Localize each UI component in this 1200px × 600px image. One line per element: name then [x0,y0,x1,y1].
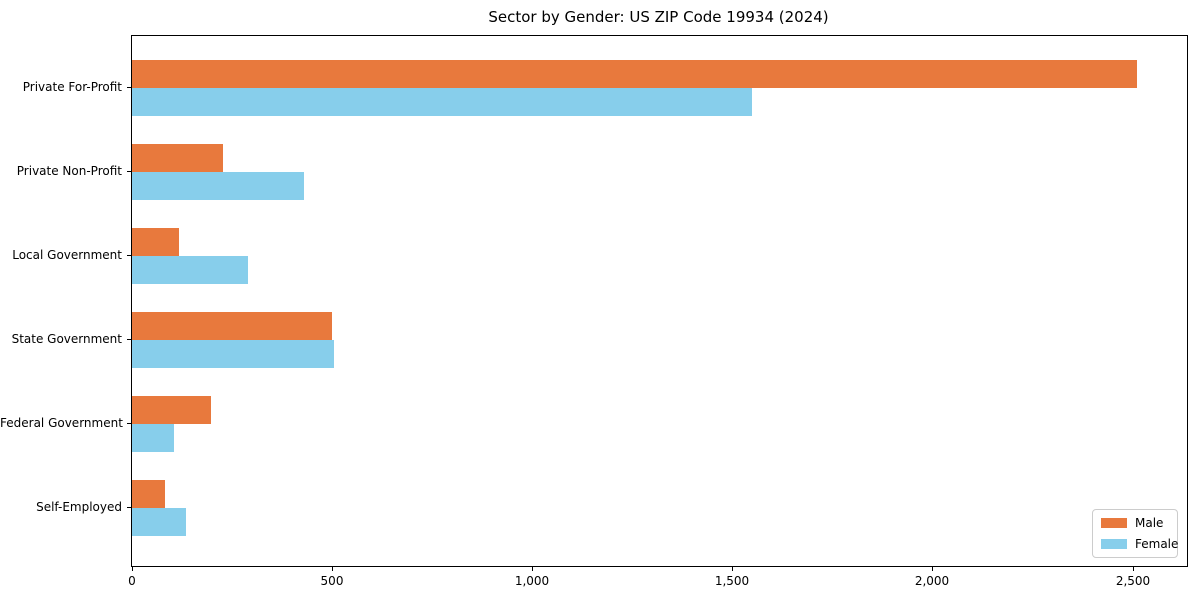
ytick-label-private-for-profit: Private For-Profit [22,80,122,94]
bar-female-self-employed [132,508,186,536]
xtick-mark [932,567,933,571]
xtick-mark [332,567,333,571]
bar-male-federal-government [132,396,211,424]
xtick-label-2500: 2,500 [1115,574,1151,588]
ytick-label-private-non-profit: Private Non-Profit [16,164,122,178]
legend-label-female: Female [1135,537,1179,551]
bar-female-private-for-profit [132,88,752,116]
xtick-label-500: 500 [320,574,344,588]
bar-male-private-for-profit [132,60,1137,88]
xtick-mark [1133,567,1134,571]
bar-male-private-non-profit [132,144,223,172]
ytick-label-self-employed: Self-Employed [36,500,122,514]
xtick-label-1000: 1,000 [514,574,550,588]
plot-area: Male Female [131,35,1188,567]
xtick-label-0: 0 [128,574,136,588]
ytick-label-local-government: Local Government [12,248,122,262]
ytick-mark [127,423,131,424]
legend-label-male: Male [1135,516,1164,530]
chart-title: Sector by Gender: US ZIP Code 19934 (202… [488,8,829,26]
legend: Male Female [1092,509,1178,558]
ytick-mark [127,507,131,508]
bar-female-state-government [132,340,334,368]
legend-swatch-male [1101,518,1127,528]
ytick-label-federal-government: Federal Government [0,416,123,430]
xtick-label-1500: 1,500 [714,574,750,588]
ytick-mark [127,339,131,340]
legend-swatch-female [1101,539,1127,549]
legend-item-female: Female [1101,538,1178,550]
xtick-mark [732,567,733,571]
bar-female-federal-government [132,424,174,452]
legend-item-male: Male [1101,517,1169,529]
bar-male-state-government [132,312,332,340]
ytick-mark [127,87,131,88]
bar-male-local-government [132,228,179,256]
bar-male-self-employed [132,480,165,508]
xtick-mark [132,567,133,571]
ytick-label-state-government: State Government [11,332,122,346]
ytick-mark [127,171,131,172]
bar-female-local-government [132,256,248,284]
xtick-label-2000: 2,000 [914,574,950,588]
xtick-mark [532,567,533,571]
bar-female-private-non-profit [132,172,304,200]
ytick-mark [127,255,131,256]
